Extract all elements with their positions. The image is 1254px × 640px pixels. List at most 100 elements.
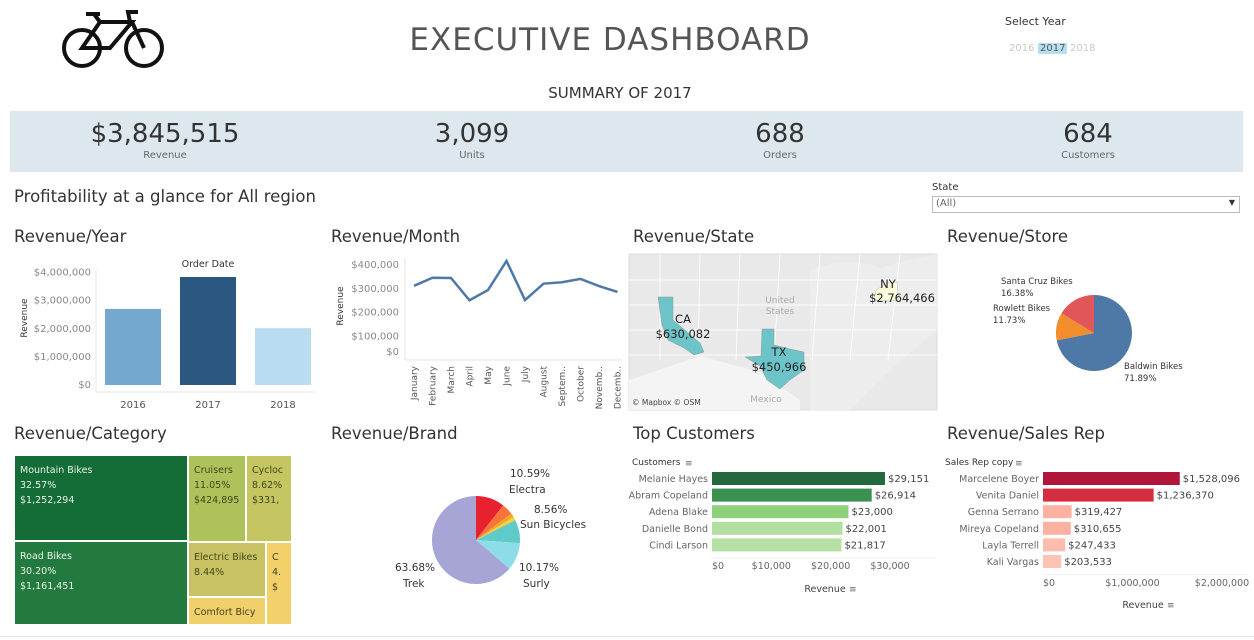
slice-name: Electra (509, 484, 546, 496)
category-label: Abram Copeland (629, 491, 708, 502)
state-value: $2,764,466 (869, 291, 935, 305)
slice-label: 10.17% (519, 562, 559, 574)
chevron-down-icon: ▼ (1228, 198, 1235, 207)
x-tick-label: March (447, 366, 457, 393)
cell-name: Electric Bikes (194, 552, 257, 563)
pie-slice-electra[interactable] (476, 496, 504, 540)
slice-label: Rowlett Bikes (993, 304, 1051, 314)
bar-genna-serrano[interactable] (1043, 505, 1072, 519)
category-label: Venita Daniel (976, 491, 1039, 502)
y-axis-title: Revenue (20, 298, 30, 338)
bar-danielle-bond[interactable] (712, 521, 843, 535)
value-label: $26,914 (875, 491, 916, 502)
treemap-cell-5[interactable] (189, 598, 265, 624)
divider (0, 636, 1254, 637)
pie-slice-surly[interactable] (476, 540, 520, 569)
x-tick-label: July (521, 365, 531, 383)
year-option-2017[interactable]: 2017 (1038, 43, 1068, 54)
kpi-label: Units (459, 150, 485, 161)
select-year-label: Select Year (1005, 15, 1066, 28)
order-date-header: Order Date (182, 259, 235, 270)
pie-slice-baldwin-bikes[interactable] (1056, 295, 1132, 371)
panel-title-year: Revenue/Year (14, 227, 127, 246)
pie-slice-trek[interactable] (432, 496, 510, 584)
treemap-cell-0[interactable] (15, 456, 187, 540)
slice-name: Trek (402, 578, 425, 590)
bar-2018[interactable] (255, 328, 311, 385)
y-tick-label: $4,000,000 (34, 268, 91, 279)
y-tick-label: $0 (78, 380, 91, 391)
state-value: $450,966 (752, 360, 807, 374)
pie-slice-other-1[interactable] (476, 505, 512, 540)
x-tick-label: January (410, 365, 420, 401)
pie-slice-sun-bicycles[interactable] (476, 520, 520, 544)
bar-kali-vargas[interactable] (1043, 555, 1062, 568)
value-label: $23,000 (851, 507, 892, 518)
cell-value: 4. (272, 567, 281, 578)
bar-cindi-larson[interactable] (712, 538, 842, 552)
year-option-2018[interactable]: 2018 (1070, 43, 1096, 54)
x-tick-label: $0 (1043, 578, 1055, 589)
x-tick-label: February (429, 365, 439, 406)
panel-title-salesrep: Revenue/Sales Rep (947, 424, 1105, 443)
cell-name: C (272, 552, 279, 563)
map-label: States (766, 307, 795, 317)
kpi-value: $3,845,515 (90, 119, 240, 149)
category-label: Mireya Copeland (959, 524, 1039, 535)
category-label: Layla Terrell (982, 540, 1039, 551)
treemap-cell-1[interactable] (15, 542, 187, 624)
sort-icon: ≡ (849, 585, 857, 595)
bar-melanie-hayes[interactable] (712, 472, 885, 485)
panel-title-month: Revenue/Month (331, 227, 461, 246)
value-label: $310,655 (1074, 524, 1122, 535)
bar-2017[interactable] (180, 277, 236, 385)
treemap-cell-2[interactable] (189, 456, 245, 541)
year-option-2016[interactable]: 2016 (1009, 43, 1035, 54)
pie-slice-rowlett-bikes[interactable] (1056, 313, 1094, 341)
kpi-band: $3,845,515 Revenue 3,099 Units 688 Orders 6… (10, 111, 1243, 172)
treemap-cell-6[interactable] (267, 543, 291, 624)
pie-slice-santa-cruz-bikes[interactable] (1061, 295, 1094, 333)
pie-slice-other-2[interactable] (476, 513, 514, 540)
state-CA[interactable] (657, 296, 705, 356)
state-TX[interactable] (744, 328, 805, 390)
kpi-orders: 688 Orders (630, 111, 930, 161)
bar-venita-daniel[interactable] (1043, 488, 1154, 502)
cell-value: $1,161,451 (20, 581, 74, 592)
mexico-land (629, 356, 800, 410)
bar-mireya-copeland[interactable] (1043, 521, 1071, 535)
value-label: $1,236,370 (1157, 491, 1214, 502)
x-tick-label: 2018 (270, 400, 295, 411)
x-axis-title: Revenue (804, 584, 846, 595)
bar-2016[interactable] (105, 308, 161, 385)
us-map[interactable] (628, 253, 938, 411)
kpi-value: 684 (1063, 119, 1113, 149)
y-tick-label: $1,000,000 (34, 352, 91, 363)
slice-value: 16.38% (1001, 289, 1033, 299)
bar-layla-terrell[interactable] (1043, 538, 1066, 552)
bar-marcelene-boyer[interactable] (1043, 472, 1180, 485)
slice-label: Baldwin Bikes (1124, 362, 1183, 372)
panel-title-store: Revenue/Store (947, 227, 1069, 246)
revenue-line (413, 258, 618, 303)
cell-value: 30.20% (20, 566, 56, 577)
treemap-cell-3[interactable] (247, 456, 291, 541)
x-tick-label: June (503, 366, 513, 387)
x-tick-label: $10,000 (752, 561, 791, 572)
kpi-label: Orders (763, 150, 797, 161)
treemap-cell-4[interactable] (189, 543, 265, 596)
cell-value: $331, (252, 495, 279, 506)
bar-abram-copeland[interactable] (712, 488, 872, 502)
x-tick-label: Septem.. (558, 366, 568, 407)
kpi-label: Customers (1061, 150, 1115, 161)
state-filter-dropdown[interactable]: (All) ▼ (932, 196, 1240, 213)
bar-adena-blake[interactable] (712, 505, 849, 519)
slice-label: 63.68% (395, 562, 435, 574)
pie-slice-other-3[interactable] (476, 517, 516, 540)
state-NY[interactable] (873, 281, 899, 302)
page-title: EXECUTIVE DASHBOARD (409, 22, 811, 58)
x-tick-label: 2017 (195, 400, 220, 411)
x-tick-label: $2,000,000 (1195, 578, 1249, 589)
cell-value: 32.57% (20, 480, 56, 491)
cell-name: Mountain Bikes (20, 465, 92, 476)
